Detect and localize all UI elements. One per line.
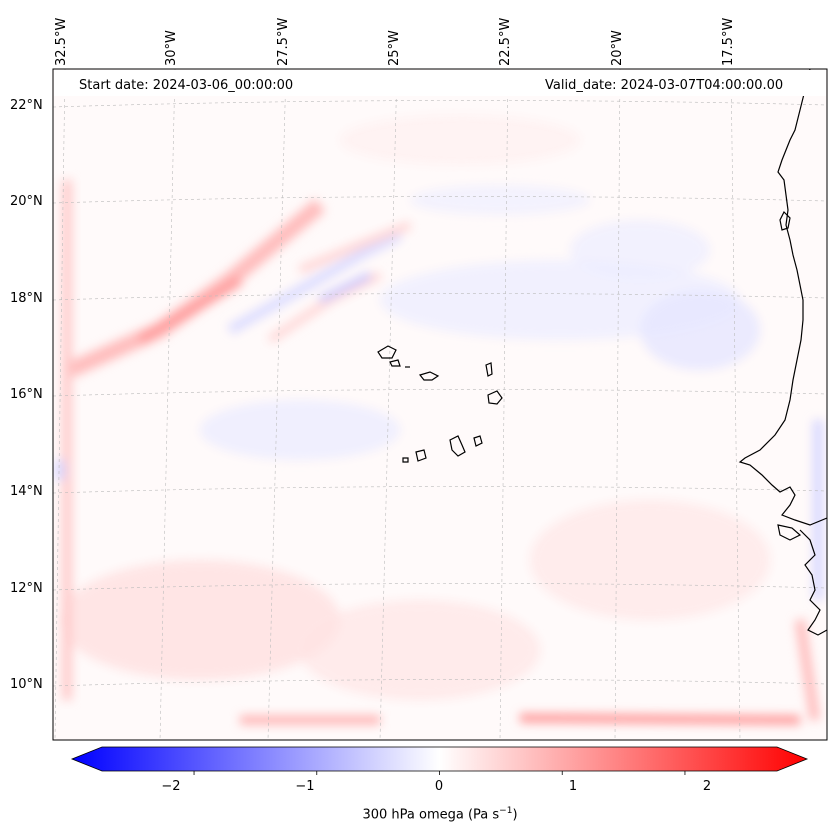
colorbar-tick: 2 [702,779,712,794]
lat-label: 22°N [10,98,43,113]
header-band [54,70,826,96]
lat-label: 18°N [10,291,43,306]
colorbar-tick: 1 [568,779,578,794]
valid-date: Valid_date: 2024-03-07T04:00:00.00 [545,78,784,93]
coastline [377,69,827,636]
lat-label: 12°N [10,581,43,596]
omega-anomalies [55,115,823,725]
colorbar-tick: −2 [161,779,181,794]
colorbar-tick: −1 [295,779,315,794]
lat-label: 10°N [10,677,43,692]
gridlines [53,69,827,740]
map-frame [52,68,828,741]
start-date: Start date: 2024-03-06_00:00:00 [79,78,294,93]
lat-label: 16°N [10,387,43,402]
colorbar-gradient [70,746,809,772]
colorbar-tick: 0 [434,779,444,794]
lat-label: 14°N [10,484,43,499]
lat-label: 20°N [10,194,43,209]
colorbar-label: 300 hPa omega (Pa s−1) [362,806,518,823]
